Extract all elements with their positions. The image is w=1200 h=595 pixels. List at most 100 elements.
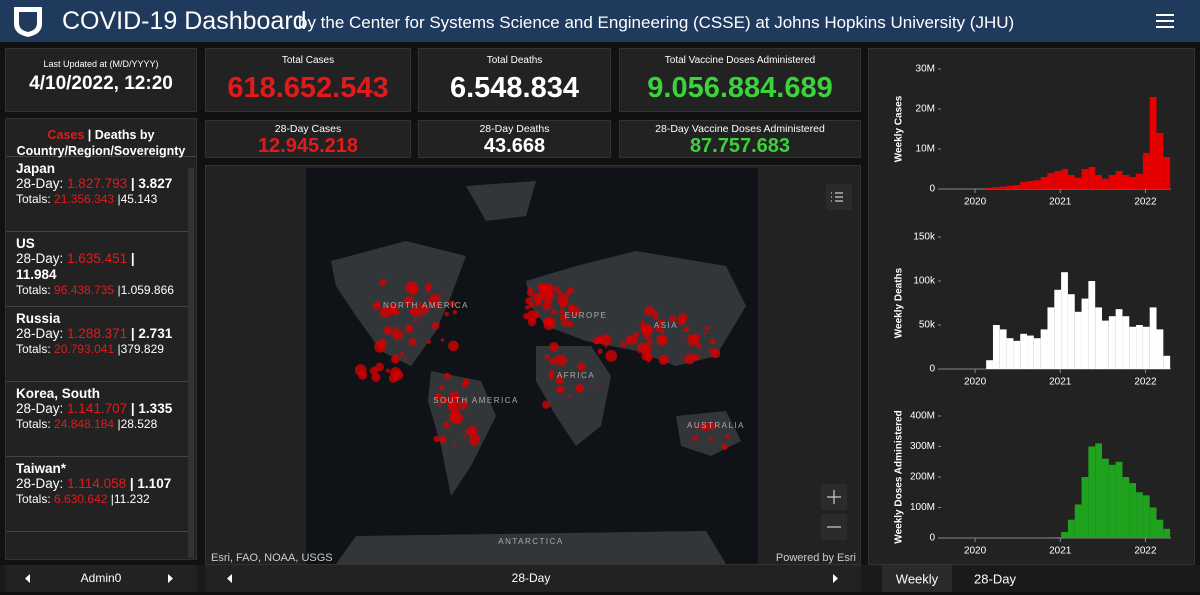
bar: [1061, 531, 1068, 538]
case-dot: [641, 351, 651, 361]
bar: [1163, 528, 1171, 538]
bar: [1156, 329, 1164, 369]
scrollbar[interactable]: [188, 168, 194, 558]
list-title-cases[interactable]: Cases: [47, 128, 85, 142]
map-next-button[interactable]: [833, 574, 838, 583]
case-dot: [683, 327, 689, 333]
separator: |: [130, 326, 135, 341]
case-dot: [425, 282, 433, 290]
map-prev-button[interactable]: [227, 574, 232, 583]
case-dot: [358, 371, 368, 380]
case-dot: [655, 326, 661, 332]
list-row[interactable]: Taiwan* 28-Day: 1.114.058 | 1.107 Totals: …: [6, 457, 188, 532]
separator: |: [117, 192, 121, 206]
case-dot: [557, 290, 562, 295]
case-dot: [597, 384, 600, 387]
case-dot: [434, 393, 442, 401]
case-dot: [525, 305, 530, 310]
y-tick-label: 20M: [916, 104, 935, 115]
case-dot: [704, 325, 710, 331]
bar: [999, 329, 1007, 369]
separator: |: [110, 492, 114, 506]
stat-value: 9.056.884.689: [647, 72, 833, 104]
case-dot: [684, 353, 696, 365]
tab-label[interactable]: 28-Day: [974, 571, 1016, 586]
stat-panel: Total Cases 618.652.543: [205, 48, 411, 112]
total-cases: 21.356.343: [54, 192, 115, 206]
case-dot: [546, 291, 555, 300]
case-dot: [462, 435, 466, 439]
x-tick-label: 2022: [1134, 377, 1157, 388]
list-row[interactable]: Japan 28-Day: 1.827.793 | 3.827 Totals: 21…: [6, 157, 188, 232]
title: COVID-19 Dashboard: [62, 7, 307, 35]
case-dot: [641, 319, 645, 324]
bar: [1040, 177, 1048, 189]
stat-value: 87.757.683: [689, 135, 791, 157]
case-dot: [429, 293, 441, 306]
landmass: [331, 241, 466, 366]
bar: [986, 360, 993, 369]
logo: [14, 7, 42, 37]
bar: [1033, 180, 1041, 189]
stat-label: 28-Day Deaths: [479, 123, 550, 135]
tab-label[interactable]: Weekly: [896, 571, 939, 586]
day-cases: 1.635.451: [67, 251, 128, 266]
day-deaths: 1.335: [138, 401, 173, 416]
bar: [1067, 175, 1075, 189]
total-cases: 6.630.642: [54, 492, 108, 506]
case-dot: [721, 443, 728, 450]
case-dot: [700, 422, 710, 431]
totals-line: Totals: 24.848.184 |28.528: [16, 417, 178, 431]
case-dot: [432, 322, 440, 330]
country-name: Russia: [16, 311, 61, 326]
bar: [1129, 326, 1137, 369]
bar: [1102, 320, 1109, 369]
prev-button[interactable]: [25, 574, 30, 583]
case-dot: [439, 385, 445, 391]
case-dot: [527, 309, 538, 321]
tab-weekly[interactable]: [882, 565, 952, 592]
tab-28day[interactable]: [955, 565, 1035, 592]
bar: [1115, 461, 1123, 538]
case-dot: [573, 310, 578, 315]
stat-value: 43.668: [483, 135, 546, 157]
case-dot: [466, 425, 478, 437]
country-name: Japan: [16, 161, 56, 176]
case-dot: [559, 300, 567, 309]
case-dot: [710, 348, 721, 359]
day-label: 28-Day:: [16, 176, 64, 191]
day-line: 28-Day: 1.635.451 | 11.984: [16, 251, 178, 283]
case-dot: [371, 372, 381, 382]
map: NORTH AMERICA EUROPE ASIA AFRICA SOUTH AMERI…: [211, 168, 856, 564]
bar: [1142, 495, 1150, 538]
list-row[interactable]: US 28-Day: 1.635.451 | 11.984 Totals: 96.4…: [6, 232, 188, 307]
y-axis-label: Weekly Cases: [894, 95, 905, 162]
separator: |: [130, 176, 135, 191]
case-dot: [661, 355, 666, 360]
y-tick-label: 0: [929, 184, 935, 195]
case-dot: [526, 289, 534, 296]
case-dot: [542, 400, 551, 409]
bar: [1054, 289, 1062, 369]
next-button[interactable]: [168, 574, 173, 583]
menu-button[interactable]: [1156, 12, 1176, 30]
totals-label: Totals:: [16, 417, 51, 431]
bar: [1149, 97, 1157, 189]
list-row[interactable]: Russia 28-Day: 1.288.371 | 2.731 Totals: 2…: [6, 307, 188, 382]
case-dot: [709, 437, 713, 441]
bar: [1136, 173, 1143, 189]
stat-label: Total Deaths: [486, 55, 543, 66]
list-row[interactable]: Korea, South 28-Day: 1.141.707 | 1.335 Tot…: [6, 382, 188, 457]
case-dot: [447, 401, 458, 412]
bar: [1115, 309, 1123, 369]
case-dot: [555, 375, 564, 384]
case-dot: [669, 315, 677, 323]
case-dot: [403, 296, 414, 306]
bar: [1095, 175, 1102, 189]
case-dot: [394, 353, 398, 357]
case-dot: [691, 333, 700, 342]
total-deaths: 45.143: [120, 192, 158, 206]
case-dot: [657, 319, 665, 327]
list-title-rest[interactable]: | Deaths by Country/Region/Sovereignty: [16, 128, 186, 158]
day-cases: 1.827.793: [67, 176, 128, 191]
